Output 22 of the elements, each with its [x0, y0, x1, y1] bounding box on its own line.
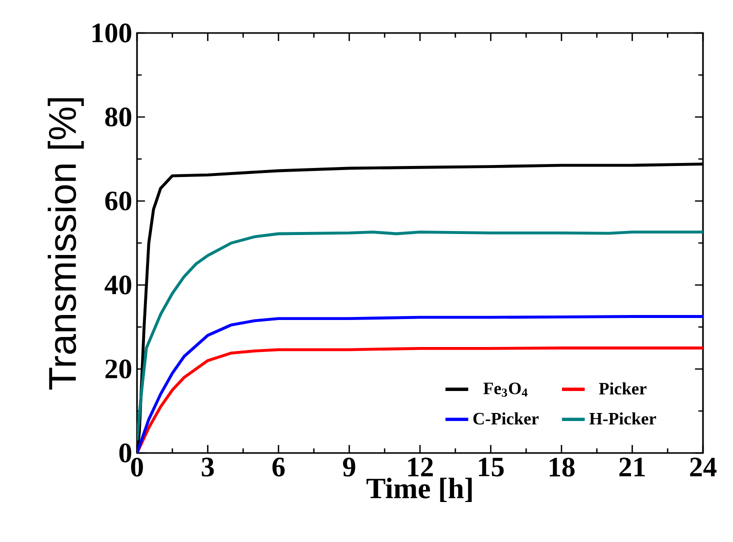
- y-axis-title: Transmission [%]: [48, 98, 84, 390]
- legend-label: Fe$_{3}$O$_{4}$: [483, 382, 528, 397]
- y-tick-label: 100: [92, 24, 132, 42]
- legend-label: Picker: [598, 382, 646, 395]
- x-tick-label: 15: [478, 458, 504, 476]
- y-tick-label: 80: [105, 108, 132, 126]
- y-tick-label: 60: [105, 192, 132, 210]
- x-tick-label: 6: [272, 458, 285, 477]
- y-tick-label: 20: [105, 360, 132, 378]
- line-series: [137, 315, 703, 453]
- x-tick-label: 24: [690, 458, 716, 476]
- x-tick-label: 12: [408, 458, 433, 476]
- y-tick-label: 0: [119, 444, 132, 462]
- y-tick-label: 40: [104, 276, 132, 294]
- x-axis-title: Time [h]: [366, 478, 472, 502]
- x-tick-label: 18: [550, 458, 575, 477]
- x-tick-label: 21: [619, 458, 645, 476]
- x-tick-label: 9: [343, 458, 356, 477]
- legend-label: H-Picker: [589, 412, 656, 425]
- line-series: [137, 230, 703, 442]
- legend-label: C-Picker: [473, 412, 539, 425]
- x-tick-label: 3: [202, 458, 214, 477]
